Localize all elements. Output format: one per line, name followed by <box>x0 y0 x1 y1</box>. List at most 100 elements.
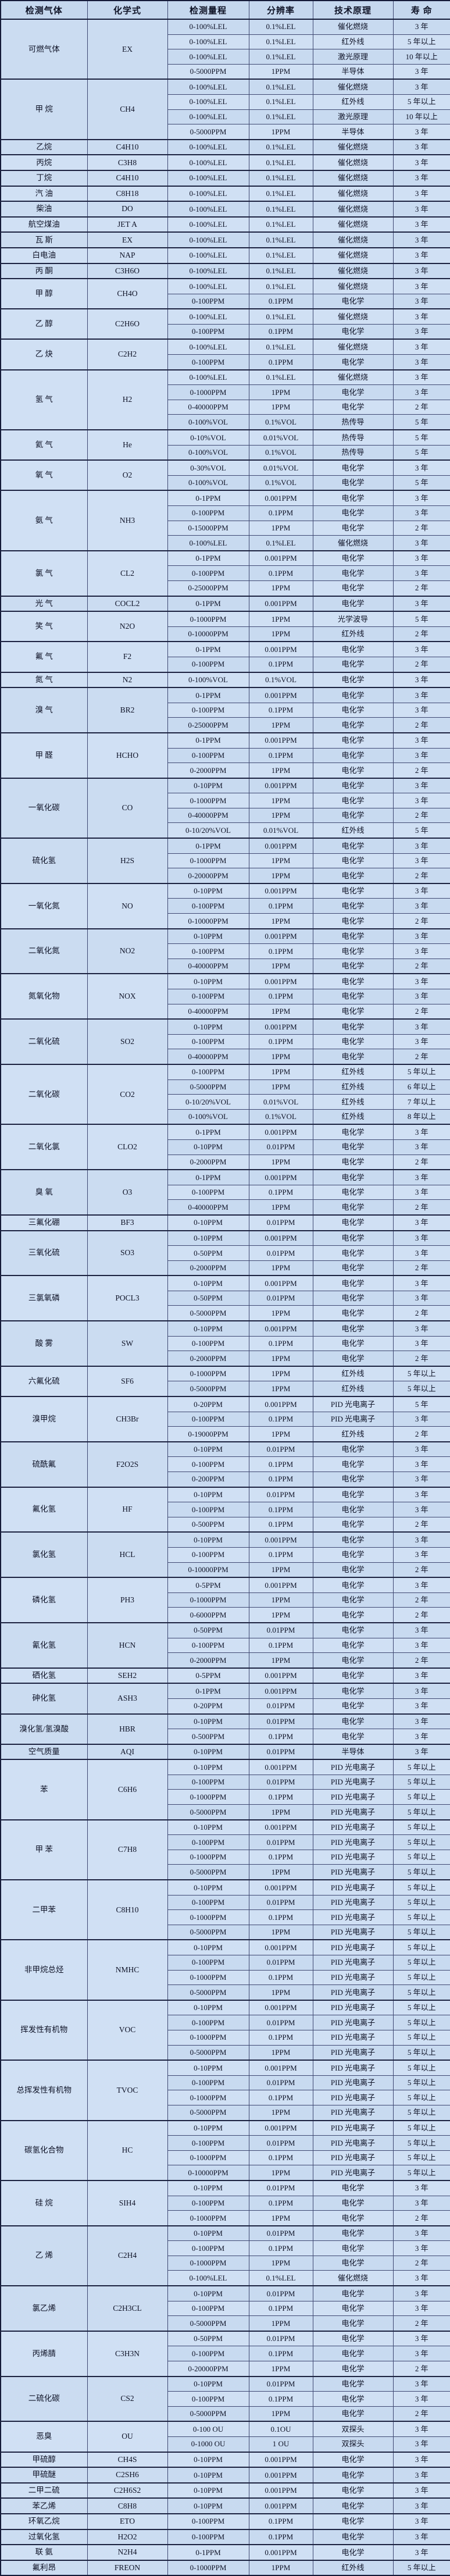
table-row: 总挥发性有机物 TVOC 0-10PPM 0.001PPM PID 光电离子 5 年以上 <box>0 2060 450 2121</box>
range-cell: 0-10PPM <box>167 1879 249 1896</box>
resolution-cell: 0.001PPM <box>248 973 313 990</box>
range-cell: 0-100%LEL <box>167 18 249 35</box>
lifespan-cell: 3 年 <box>392 490 450 507</box>
resolution-cell: 0.001PPM <box>248 732 313 749</box>
range-cell: 0-1000PPM <box>167 2255 249 2271</box>
lifespan-cell: 5 年以上 <box>392 2029 450 2046</box>
range-cell: 0-10PPM <box>167 882 249 899</box>
lifespan-cell: 3 年 <box>392 1531 450 1548</box>
range-cell: 0-10PPM <box>167 2375 249 2392</box>
range-cell: 0-100PPM <box>167 1502 249 1517</box>
resolution-cell: 0.1PPM <box>248 2513 313 2530</box>
resolution-cell: 1PPM <box>248 1063 313 1080</box>
gas-name-cell: 溴 气 <box>0 687 88 733</box>
principle-cell: 电化学 <box>312 898 394 914</box>
gas-name-cell: 空气质量 <box>0 1743 88 1760</box>
lifespan-cell: 3 年 <box>392 1245 450 1261</box>
resolution-cell: 0.1%LEL <box>248 18 313 35</box>
range-cell: 0-5000PPM <box>167 1804 249 1820</box>
formula-cell: C3H8 <box>87 154 168 171</box>
range-cell: 0-5000PPM <box>167 1305 249 1321</box>
gas-name-cell: 甲 烷 <box>0 79 88 140</box>
resolution-cell: 0.1PPM <box>248 2346 313 2362</box>
formula-cell: C4H10 <box>87 169 168 187</box>
table-row: 0-100%LEL 0.1%LEL 催化燃烧 3 年 <box>1 535 450 551</box>
formula-cell: JET A <box>87 216 168 233</box>
principle-cell: 电化学 <box>312 943 394 959</box>
range-cell: 0-1000PPM <box>167 1789 249 1805</box>
formula-cell: VOC <box>87 1999 168 2061</box>
table-row: 0-1000PPM 1PPM 电化学 3 年 <box>1 793 450 808</box>
lifespan-cell: 3 年 <box>392 838 450 854</box>
range-cell: 0-100%LEL <box>167 49 249 65</box>
range-cell: 0-500PPM <box>167 1729 249 1745</box>
resolution-cell: 0.1%VOL <box>248 1109 313 1125</box>
principle-cell: PID 光电离子 <box>312 2060 394 2076</box>
resolution-cell: 1PPM <box>248 1260 313 1276</box>
lifespan-cell: 10 年以上 <box>392 49 450 65</box>
gas-name-cell: 乙 炔 <box>0 339 88 370</box>
table-row: 0-100PPM 0.1PPM 电化学 3 年 <box>1 989 450 1004</box>
range-cell: 0-1PPM <box>167 838 249 854</box>
table-row: 六氟化硫 SF6 0-1000PPM 1PPM 红外线 5 年以上 <box>0 1365 450 1397</box>
range-cell: 0-5000PPM <box>167 1079 249 1095</box>
resolution-cell: 0.001PPM <box>248 1169 313 1185</box>
lifespan-cell: 3 年 <box>392 63 450 80</box>
gas-name-cell: 氮氧化物 <box>0 973 88 1020</box>
table-row: 乙 醇 C2H6O 0-100%LEL 0.1%LEL 催化燃烧 3 年 <box>0 308 450 340</box>
formula-cell: C8H18 <box>87 185 168 202</box>
lifespan-cell: 5 年以上 <box>392 1819 450 1836</box>
formula-cell: He <box>87 429 168 461</box>
range-cell: 0-100%LEL <box>167 369 249 386</box>
principle-cell: 电化学 <box>312 717 394 733</box>
lifespan-cell: 5 年以上 <box>392 1955 450 1971</box>
principle-cell: PID 光电离子 <box>312 1849 394 1865</box>
formula-cell: N2O <box>87 611 168 642</box>
resolution-cell: 0.001PPM <box>248 1018 313 1035</box>
principle-cell: PID 光电离子 <box>312 2135 394 2151</box>
resolution-cell: 0.1%LEL <box>248 247 313 263</box>
resolution-cell: 0.1%LEL <box>248 216 313 233</box>
range-cell: 0-100PPM <box>167 989 249 1004</box>
lifespan-cell: 2 年 <box>392 807 450 824</box>
gas-name-cell: 二甲二硫 <box>0 2482 88 2499</box>
range-cell: 0-10PPM <box>167 2285 249 2301</box>
resolution-cell: 0.1PPM <box>248 943 313 959</box>
principle-cell: 电化学 <box>312 1003 394 1020</box>
formula-cell: CH4S <box>87 2451 168 2468</box>
lifespan-cell: 3 年 <box>392 138 450 155</box>
gas-name-cell: 柴油 <box>0 201 88 218</box>
formula-cell: C2SH6 <box>87 2467 168 2484</box>
range-cell: 0-20000PPM <box>167 868 249 884</box>
table-row: 氢 气 H2 0-100%LEL 0.1%LEL 催化燃烧 3 年 <box>0 369 450 430</box>
resolution-cell: 0.001PPM <box>248 595 313 612</box>
principle-cell: PID 光电离子 <box>312 1924 394 1940</box>
table-row: 硒化氢 SEH2 0-5PPM 0.001PPM 电化学 3 年 <box>0 1667 450 1684</box>
range-cell: 0-100PPM <box>167 354 249 370</box>
gas-name-cell: 氟利昂 <box>0 2559 88 2576</box>
formula-cell: H2O2 <box>87 2528 168 2545</box>
lifespan-cell: 2 年 <box>392 626 450 642</box>
resolution-cell: 1PPM <box>248 868 313 884</box>
resolution-cell: 0.1PPM <box>248 898 313 914</box>
lifespan-cell: 3 年 <box>392 459 450 476</box>
principle-cell: 电化学 <box>312 1441 394 1458</box>
principle-cell: 电化学 <box>312 1652 394 1669</box>
resolution-cell: 0.1PPM <box>248 2090 313 2105</box>
lifespan-cell: 5 年以上 <box>392 1789 450 1805</box>
range-cell: 0-1PPM <box>167 732 249 749</box>
resolution-cell: 0.1PPM <box>248 2195 313 2211</box>
lifespan-cell: 3 年 <box>392 2451 450 2468</box>
range-cell: 0-1000PPM <box>167 384 249 400</box>
principle-cell: 电化学 <box>312 1637 394 1654</box>
principle-cell: 电化学 <box>312 1713 394 1730</box>
resolution-cell: 0.01PPM <box>248 1139 313 1155</box>
gas-name-cell: 氟化氢 <box>0 1486 88 1533</box>
table-row: 0-25000PPM 1PPM 电化学 2 年 <box>1 717 450 733</box>
principle-cell: 电化学 <box>312 2300 394 2317</box>
principle-cell: 电化学 <box>312 1531 394 1548</box>
lifespan-cell: 3 年 <box>392 2240 450 2256</box>
range-cell: 0-25000PPM <box>167 717 249 733</box>
table-row: 氨 气 NH3 0-1PPM 0.001PPM 电化学 3 年 <box>0 490 450 551</box>
table-row: 氧 气 O2 0-30%VOL 0.01%VOL 电化学 3 年 <box>0 459 450 491</box>
